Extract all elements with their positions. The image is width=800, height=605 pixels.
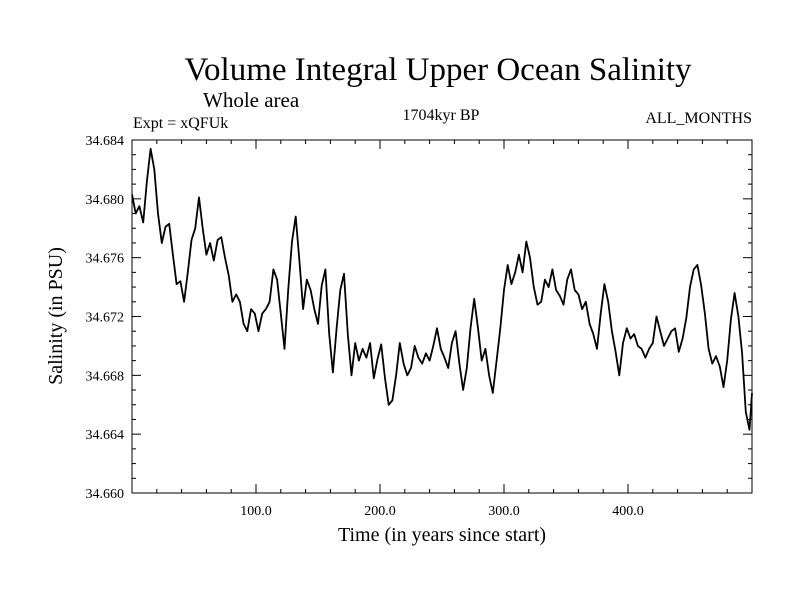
y-axis-label: Salinity (in PSU) (45, 247, 67, 385)
y-tick-label: 34.668 (86, 369, 125, 384)
x-tick-label: 200.0 (364, 504, 396, 519)
salinity-series-line (131, 147, 753, 431)
months-label: ALL_MONTHS (645, 110, 752, 127)
y-tick-label: 34.660 (86, 487, 125, 502)
experiment-label: Expt = xQFUk (133, 115, 228, 132)
x-axis-label: Time (in years since start) (338, 524, 546, 546)
y-tick-label: 34.680 (86, 193, 125, 208)
x-tick-label: 300.0 (488, 504, 520, 519)
plot-frame (131, 139, 753, 494)
chart-title: Volume Integral Upper Ocean Salinity (184, 52, 692, 88)
y-tick-label: 34.676 (86, 252, 125, 267)
plot-area: 100.0 200.0 300.0 400.0 34.660 34.664 34.668 34… (86, 134, 753, 519)
y-tick-label: 34.672 (86, 311, 125, 326)
period-label: 1704kyr BP (403, 107, 480, 124)
chart-subtitle: Whole area (203, 88, 300, 112)
x-tick-label: 400.0 (612, 504, 644, 519)
y-tick-label: 34.684 (86, 134, 125, 149)
x-tick-label: 100.0 (240, 504, 272, 519)
y-tick-label: 34.664 (86, 428, 125, 443)
